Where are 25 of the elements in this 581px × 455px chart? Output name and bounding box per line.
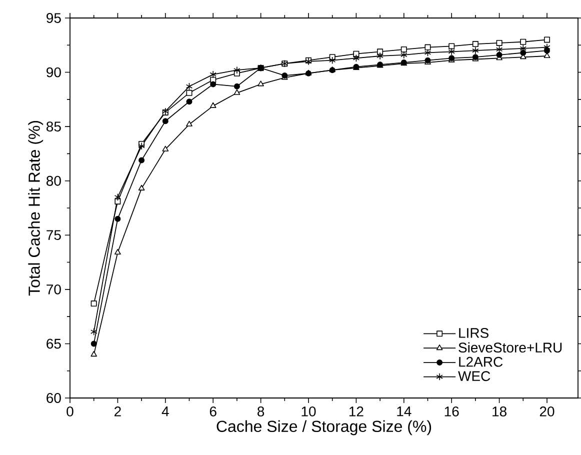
y-tick-label: 95 (46, 13, 61, 23)
y-tick-label: 80 (46, 176, 61, 186)
y-axis-title: Total Cache Hit Rate (%) (28, 120, 44, 296)
x-tick-label: 6 (210, 406, 216, 416)
legend-label: WEC (458, 371, 490, 382)
x-tick-label: 20 (540, 406, 554, 416)
y-tick-label: 90 (46, 67, 61, 78)
x-tick-label: 18 (492, 406, 506, 416)
y-tick-label: 85 (46, 122, 61, 132)
x-tick-label: 8 (258, 406, 264, 416)
legend-label: SieveStore+LRU (458, 342, 562, 353)
x-axis-title: Cache Size / Storage Size (%) (216, 420, 432, 436)
x-tick-label: 2 (114, 406, 121, 416)
x-tick-label: 14 (397, 406, 412, 416)
x-tick-label: 4 (162, 406, 169, 416)
legend-label: LIRS (459, 328, 488, 338)
x-tick-label: 0 (66, 406, 74, 416)
x-tick-label: 16 (444, 406, 459, 416)
y-tick-label: 75 (46, 230, 61, 240)
x-tick-label: 10 (302, 406, 316, 416)
y-tick-label: 70 (46, 284, 61, 294)
y-tick-label: 60 (46, 393, 61, 403)
x-tick-label: 12 (349, 406, 364, 416)
legend-label: L2ARC (459, 356, 503, 367)
y-tick-label: 65 (46, 338, 61, 349)
